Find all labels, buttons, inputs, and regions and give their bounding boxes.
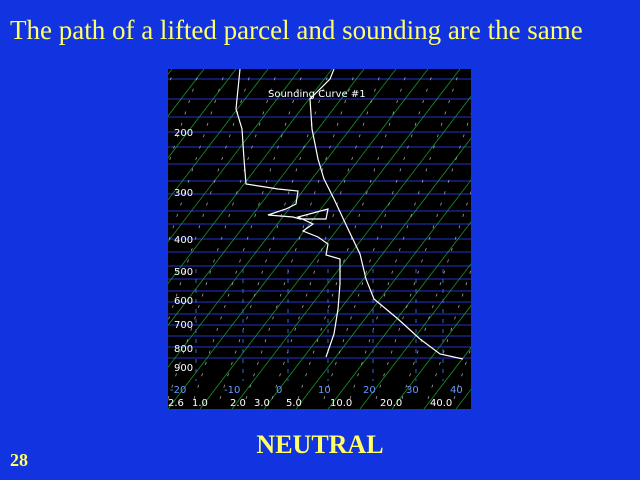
mixing-ratio-dash [401, 190, 471, 400]
mixing-ratio-label: 2.6 [168, 398, 184, 409]
skew-t-svg: Sounding Curve #1 200 300 400 500 600 70… [168, 69, 471, 409]
temperature-label: 20 [363, 385, 376, 396]
mixing-ratio-dash [323, 69, 435, 400]
mixing-ratio-dash [349, 69, 461, 400]
mixing-ratio-label: 2.0 [230, 398, 246, 409]
mixing-ratio-label: 3.0 [254, 398, 270, 409]
caption: NEUTRAL [256, 430, 384, 459]
slide-number: 28 [10, 450, 28, 470]
mixing-ratio-label: 5.0 [286, 398, 302, 409]
mixing-ratio-dash [219, 69, 331, 400]
dry-adiabat-line [168, 69, 333, 285]
pressure-label: 500 [174, 267, 193, 278]
temperature-labels: -20 -10 0 10 20 30 40 [170, 385, 463, 396]
mixing-ratio-dash [168, 69, 253, 323]
skew-t-diagram: Sounding Curve #1 200 300 400 500 600 70… [168, 69, 471, 409]
temperature-label: -20 [170, 385, 186, 396]
mixing-ratio-dash [168, 69, 227, 245]
isobar-lines [168, 78, 471, 359]
mixing-ratio-dash [168, 69, 279, 400]
pressure-label: 900 [174, 363, 193, 374]
temperature-label: 0 [276, 385, 282, 396]
mixing-ratio-dash [245, 69, 357, 400]
slide-title: The path of a lifted parcel and sounding… [10, 15, 583, 45]
temperature-curve [309, 69, 464, 360]
dry-adiabat-line [168, 69, 397, 368]
dry-adiabat-line [168, 69, 301, 243]
pressure-labels: 200 300 400 500 600 700 800 900 [174, 128, 193, 374]
mixing-ratio-dash [193, 69, 305, 400]
mixing-ratio-labels: 2.6 1.0 2.0 3.0 5.0 10.0 20.0 40.0 [168, 398, 452, 409]
dry-adiabat-line [168, 69, 237, 159]
dry-adiabat-line [231, 95, 471, 409]
mixing-ratio-label: 10.0 [330, 398, 352, 409]
mixing-ratio-label: 40.0 [430, 398, 452, 409]
temperature-label: 30 [406, 385, 419, 396]
pressure-label: 800 [174, 344, 193, 355]
dry-adiabat-line [423, 346, 471, 409]
temperature-label: -10 [224, 385, 240, 396]
dry-adiabat-lines [168, 69, 471, 409]
pressure-label: 400 [174, 235, 193, 246]
pressure-label: 600 [174, 296, 193, 307]
dry-adiabat-line [263, 137, 471, 409]
dewpoint-curve [235, 69, 341, 358]
isotherm-dashes [195, 269, 444, 381]
dry-adiabat-line [168, 69, 269, 201]
mixing-ratio-dash [168, 69, 201, 167]
temperature-label: 10 [318, 385, 331, 396]
dry-adiabat-line [359, 263, 471, 409]
sounding-label: Sounding Curve #1 [268, 89, 366, 100]
mixing-ratio-label: 20.0 [380, 398, 402, 409]
pressure-label: 300 [174, 188, 193, 199]
mixing-ratio-dash [453, 346, 471, 400]
mixing-ratio-dash [271, 69, 383, 400]
mixing-ratio-label: 1.0 [192, 398, 208, 409]
dry-adiabat-line [327, 221, 471, 409]
dry-adiabat-line [168, 69, 365, 326]
mixing-ratio-dash [375, 112, 471, 400]
sounding-curves [235, 69, 464, 360]
dry-adiabat-line [168, 69, 429, 409]
dry-adiabat-line [391, 305, 471, 409]
temperature-label: 40 [450, 385, 463, 396]
mixing-ratio-dash [297, 69, 409, 400]
pressure-label: 200 [174, 128, 193, 139]
pressure-label: 700 [174, 320, 193, 331]
